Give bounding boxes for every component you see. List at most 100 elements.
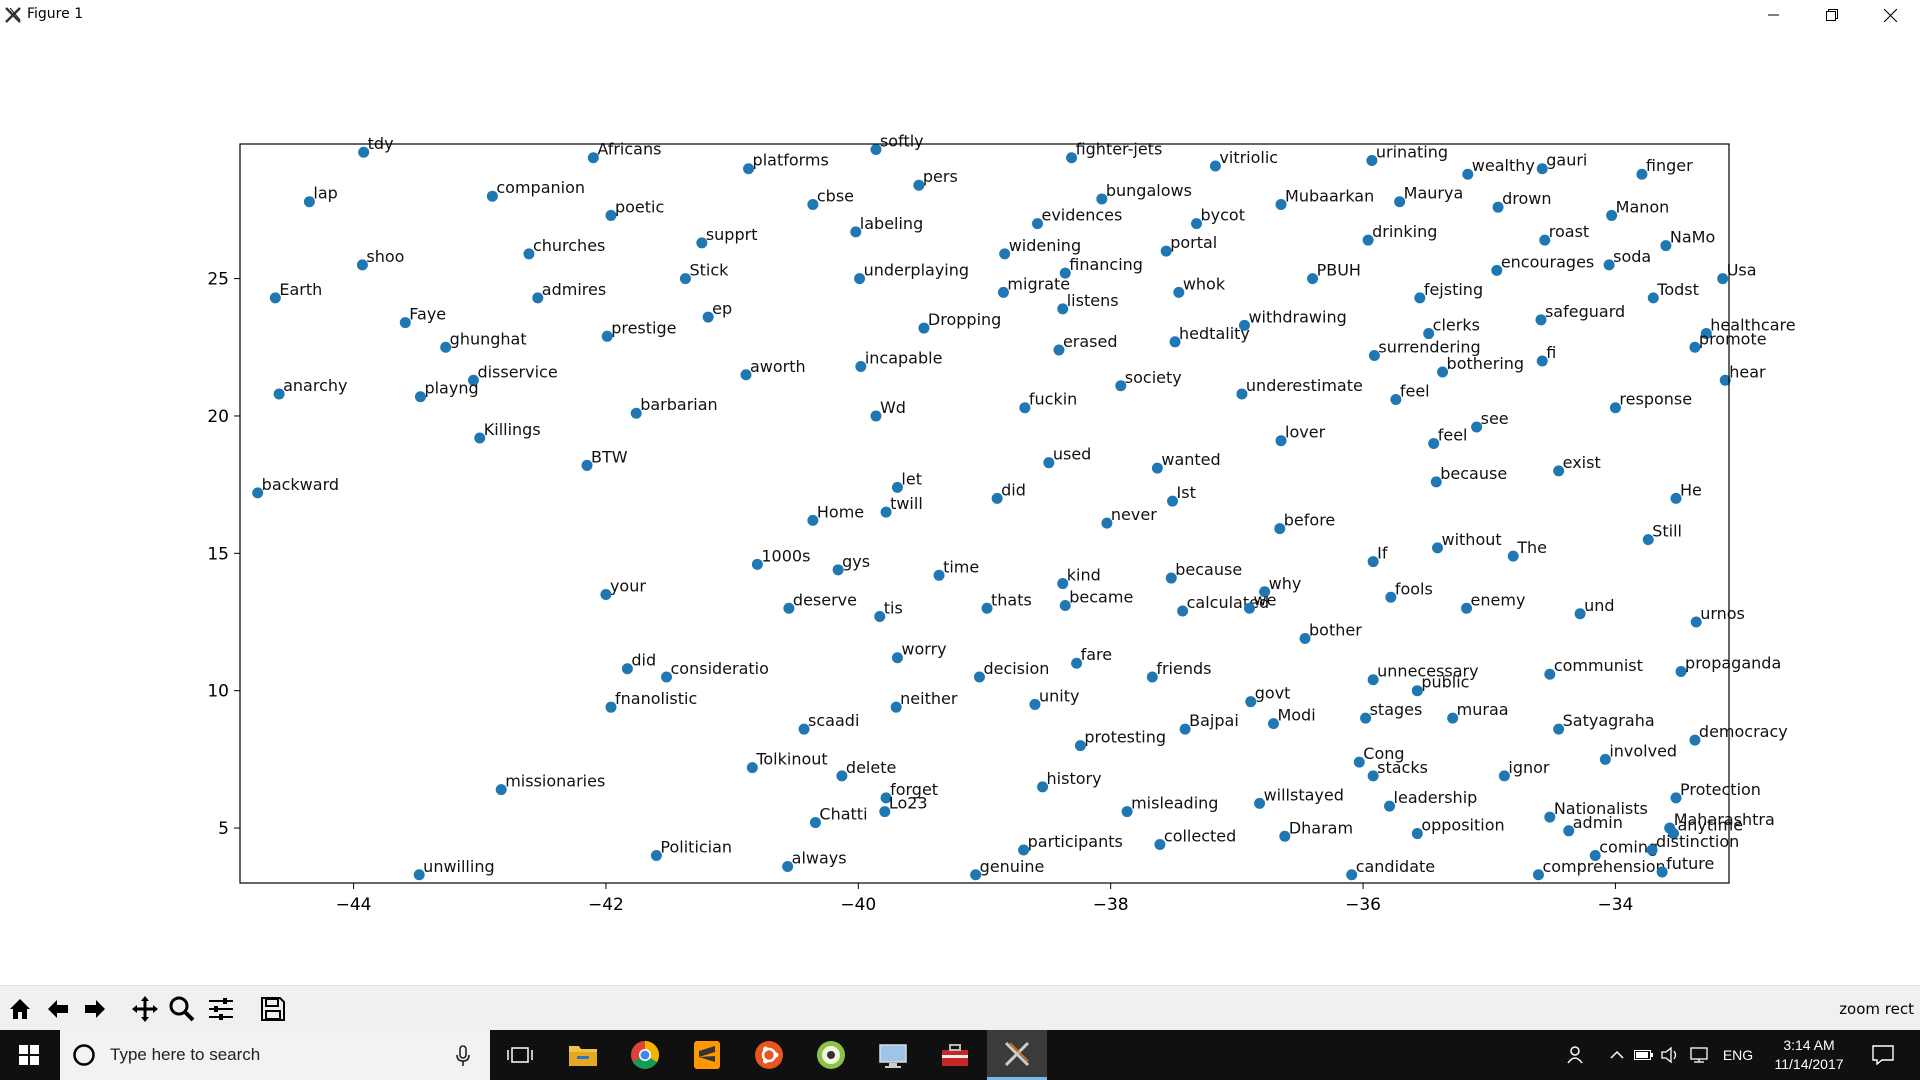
point-label: fuckin: [1029, 390, 1077, 409]
point-label: Africans: [597, 140, 661, 159]
y-tick-label: 15: [207, 544, 229, 564]
point-label: Politician: [660, 838, 732, 857]
sublime-text-app[interactable]: [677, 1030, 737, 1080]
point-label: involved: [1609, 741, 1677, 760]
task-view-button[interactable]: [490, 1030, 550, 1080]
point-label: never: [1111, 505, 1157, 524]
point-label: communist: [1554, 656, 1643, 675]
point-label: always: [792, 849, 847, 868]
green-app[interactable]: [801, 1030, 861, 1080]
file-explorer-app[interactable]: [553, 1030, 613, 1080]
point-label: time: [943, 557, 979, 576]
pan-button[interactable]: [130, 994, 160, 1024]
toolbox-icon: [940, 1041, 970, 1069]
point-label: erased: [1063, 332, 1118, 351]
point-label: Manon: [1616, 197, 1670, 216]
restore-icon: [1826, 9, 1838, 21]
point-label: history: [1047, 769, 1102, 788]
point-label: bungalows: [1106, 181, 1192, 200]
start-button[interactable]: [0, 1030, 58, 1080]
point-label: shoo: [366, 247, 404, 266]
point-label: urinating: [1376, 142, 1448, 161]
figure-window: Figure 1 tdy Africans platforms softly fight…: [0, 0, 1920, 1030]
save-icon: [260, 996, 286, 1022]
input-language-label: ENG: [1723, 1047, 1753, 1063]
home-button[interactable]: [5, 994, 35, 1024]
chevron-up-icon: [1610, 1050, 1624, 1060]
plot-area[interactable]: tdy Africans platforms softly fighter-jets vi…: [0, 30, 1920, 985]
point-label: barbarian: [640, 395, 717, 414]
point-label: Dropping: [928, 310, 1001, 329]
point-label: ghunghat: [450, 329, 527, 348]
point-label: fighter-jets: [1076, 140, 1163, 159]
minimize-button[interactable]: [1745, 0, 1803, 30]
point-label: enemy: [1471, 590, 1526, 609]
point-label: bother: [1309, 620, 1362, 639]
point-label: Still: [1652, 522, 1682, 541]
xming-app[interactable]: [987, 1030, 1047, 1080]
notification-icon: [1872, 1045, 1894, 1065]
xming-icon: [1002, 1039, 1032, 1069]
speaker-icon: [1661, 1046, 1681, 1064]
show-hidden-icons-button[interactable]: [1604, 1030, 1630, 1080]
point-label: missionaries: [505, 772, 605, 791]
x-tick-label: −36: [1345, 895, 1381, 915]
point-label: genuine: [980, 857, 1045, 876]
chrome-app[interactable]: [615, 1030, 675, 1080]
folder-icon: [568, 1042, 598, 1068]
point-label: friends: [1156, 659, 1211, 678]
configure-subplots-button[interactable]: [206, 994, 236, 1024]
data-marks-group: tdy Africansplatformssoftly fighter-jets vi…: [252, 131, 1795, 880]
taskbar-search-box[interactable]: Type here to search: [60, 1030, 490, 1080]
point-label: drinking: [1372, 222, 1437, 241]
title-bar[interactable]: Figure 1: [0, 0, 1920, 30]
restore-button[interactable]: [1803, 0, 1861, 30]
point-label: twill: [890, 494, 923, 513]
close-icon: [1884, 9, 1897, 22]
point-label: ignor: [1508, 758, 1550, 777]
point-label: Earth: [279, 280, 322, 299]
point-label: stacks: [1377, 758, 1428, 777]
point-label: underplaying: [864, 261, 969, 280]
close-button[interactable]: [1861, 0, 1919, 30]
point-label: fi: [1546, 343, 1556, 362]
point-label: evidences: [1041, 206, 1122, 225]
back-icon: [45, 996, 71, 1022]
point-label: did: [631, 651, 656, 670]
point-label: lover: [1285, 423, 1326, 442]
taskbar-clock[interactable]: 3:14 AM 11/14/2017: [1766, 1036, 1852, 1074]
back-button[interactable]: [43, 994, 73, 1024]
point-label: finger: [1646, 156, 1693, 175]
point-label: Modi: [1277, 706, 1315, 725]
point-label: BTW: [591, 447, 628, 466]
configure-subplots-icon: [207, 995, 235, 1023]
remote-desktop-app[interactable]: [863, 1030, 923, 1080]
microphone-icon[interactable]: [455, 1045, 471, 1067]
point-label: stages: [1370, 700, 1423, 719]
point-label: opposition: [1421, 816, 1504, 835]
point-label: clerks: [1433, 316, 1480, 335]
toolbox-app[interactable]: [925, 1030, 985, 1080]
point-label: NaMo: [1670, 228, 1715, 247]
save-button[interactable]: [258, 994, 288, 1024]
point-label: widening: [1009, 236, 1081, 255]
action-center-button[interactable]: [1862, 1030, 1904, 1080]
x-tick-label: −40: [840, 895, 876, 915]
point-label: Todst: [1656, 280, 1699, 299]
ubuntu-app[interactable]: [739, 1030, 799, 1080]
point-label: Stick: [689, 261, 729, 280]
network-button[interactable]: [1686, 1030, 1712, 1080]
window-title: Figure 1: [27, 6, 83, 22]
forward-button[interactable]: [80, 994, 110, 1024]
point-label: Home: [817, 502, 864, 521]
people-button[interactable]: [1556, 1030, 1596, 1080]
zoom-button[interactable]: [167, 994, 197, 1024]
forward-icon: [82, 996, 108, 1022]
battery-button[interactable]: [1632, 1030, 1656, 1080]
volume-button[interactable]: [1658, 1030, 1684, 1080]
point-label: fools: [1395, 579, 1433, 598]
point-label: feel: [1438, 425, 1468, 444]
input-language-button[interactable]: ENG: [1716, 1030, 1760, 1080]
point-label: churches: [533, 236, 605, 255]
